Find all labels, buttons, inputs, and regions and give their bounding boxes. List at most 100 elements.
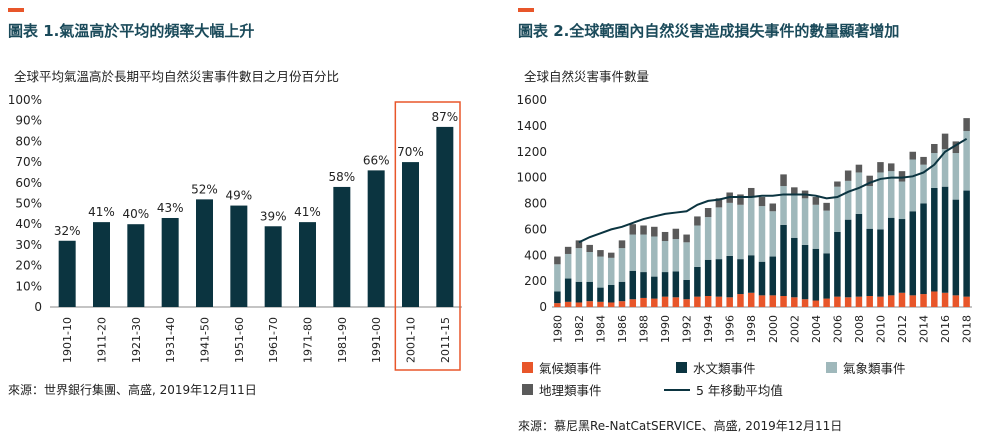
right-bar-segment-meteorological (704, 217, 712, 260)
left-x-tick-label: 2011-15 (439, 317, 452, 363)
right-bar-segment-hydrological (801, 244, 809, 300)
legend-swatch-hydrological (676, 362, 687, 373)
left-highlight-box (394, 101, 461, 371)
legend-item-climatological: 氣候類事件 (522, 358, 602, 377)
left-y-tick-label: 30% (15, 238, 42, 252)
left-bar-data-label: 40% (122, 207, 149, 221)
right-bar-segment-climatological (575, 302, 583, 307)
left-bar (93, 222, 110, 307)
left-x-tick-label: 1961-70 (267, 317, 280, 363)
right-bar-segment-hydrological (769, 256, 777, 296)
right-bar-segment-climatological (618, 301, 626, 307)
right-x-tick-label: 2000 (767, 315, 780, 343)
right-bar-segment-geophysical (575, 240, 583, 249)
right-x-tick-label: 1984 (594, 315, 607, 343)
right-y-tick-label: 1400 (516, 119, 547, 133)
right-bar-segment-meteorological (834, 186, 841, 232)
left-chart-subtitle: 全球平均氣溫高於長期平均自然災害事件數目之月份百分比 (14, 69, 340, 84)
left-source-note: 來源：世界銀行集團、高盛, 2019年12月11日 (8, 383, 257, 397)
right-bar-segment-hydrological (780, 224, 787, 297)
right-bar-segment-hydrological (575, 281, 583, 303)
right-bar-segment-geophysical (683, 234, 690, 243)
right-bar-segment-hydrological (823, 253, 830, 299)
right-x-tick-label: 1994 (702, 315, 715, 343)
right-bar-segment-meteorological (747, 197, 755, 256)
left-bar-data-label: 41% (88, 205, 115, 219)
left-y-tick-label: 70% (15, 155, 42, 169)
left-bar (402, 162, 419, 307)
right-bar-segment-meteorological (952, 153, 960, 200)
right-bar-segment-geophysical (554, 256, 561, 265)
right-bar-segment-hydrological (812, 248, 820, 301)
right-bar-segment-climatological (554, 303, 561, 307)
left-y-tick-label: 90% (15, 114, 42, 128)
right-bar-segment-climatological (823, 298, 830, 307)
right-bar-segment-geophysical (941, 133, 949, 150)
left-x-tick-label: 2001-10 (405, 317, 418, 363)
left-x-tick-label: 1931-40 (164, 317, 177, 363)
legend-swatch-meteorological (826, 362, 837, 373)
right-bar-segment-geophysical (715, 198, 723, 208)
right-bar-segment-geophysical (855, 164, 863, 173)
right-bar-segment-hydrological (877, 229, 884, 297)
legend-item-hydrological: 水文類事件 (676, 358, 756, 377)
left-bar-data-label: 43% (157, 201, 184, 215)
left-bar-data-label: 39% (260, 209, 287, 223)
right-bar-segment-meteorological (855, 172, 863, 214)
left-bar-data-label: 66% (363, 153, 390, 167)
right-bar-segment-geophysical (586, 244, 593, 253)
right-bar-segment-meteorological (909, 159, 917, 212)
left-x-tick-label: 1981-90 (336, 317, 349, 363)
right-x-tick-label: 2004 (810, 315, 823, 343)
right-bar-segment-meteorological (586, 252, 593, 282)
right-bar-segment-meteorological (554, 264, 561, 292)
right-bar-segment-geophysical (952, 141, 960, 154)
right-x-tick-label: 1996 (724, 315, 737, 343)
right-bar-segment-meteorological (607, 257, 615, 286)
right-bar-segment-hydrological (715, 259, 723, 297)
right-bar-segment-meteorological (801, 198, 809, 245)
right-x-tick-label: 1998 (745, 315, 758, 343)
right-bar-segment-geophysical (651, 226, 658, 237)
right-bar-segment-hydrological (941, 186, 949, 293)
right-bar-segment-meteorological (564, 253, 572, 279)
left-x-tick-label: 1991-00 (370, 317, 383, 363)
right-bar-segment-hydrological (866, 228, 873, 297)
legend-label-meteorological: 氣象類事件 (843, 361, 906, 376)
right-bar-segment-hydrological (952, 199, 960, 296)
right-y-tick-label: 1000 (516, 171, 547, 185)
right-bar-segment-climatological (586, 301, 593, 307)
left-bar (127, 224, 145, 307)
right-bar-segment-climatological (855, 296, 863, 307)
right-bar-segment-geophysical (931, 143, 938, 154)
right-bar-segment-meteorological (887, 171, 895, 218)
right-bar-segment-climatological (812, 300, 820, 307)
right-bar-segment-hydrological (597, 287, 604, 302)
right-bar-segment-hydrological (651, 276, 658, 299)
right-bar-segment-meteorological (683, 242, 690, 280)
right-bar-segment-climatological (834, 296, 841, 307)
left-x-tick-label: 1901-10 (61, 317, 74, 363)
right-x-tick-label: 1988 (638, 315, 651, 343)
right-bar-segment-hydrological (683, 279, 690, 300)
right-x-tick-label: 2012 (896, 315, 909, 343)
right-bar-segment-meteorological (844, 180, 852, 220)
right-bar-segment-meteorological (618, 248, 626, 282)
right-bar-segment-hydrological (887, 217, 895, 296)
right-bar-segment-geophysical (834, 181, 841, 187)
left-bar-data-label: 87% (431, 110, 458, 124)
right-bar-segment-hydrological (607, 285, 615, 303)
right-bar-segment-geophysical (812, 197, 820, 205)
left-y-tick-label: 0 (34, 300, 42, 314)
right-bar-segment-meteorological (575, 248, 583, 282)
right-bar-segment-climatological (694, 296, 701, 307)
right-x-tick-label: 1992 (681, 315, 694, 343)
right-bar-segment-geophysical (661, 231, 669, 242)
right-bar-segment-climatological (758, 295, 766, 307)
right-bar-segment-climatological (801, 299, 809, 307)
right-bar-segment-hydrological (554, 291, 561, 304)
right-bar-segment-climatological (597, 301, 604, 307)
right-bar-segment-meteorological (661, 241, 669, 273)
right-bar-segment-meteorological (780, 186, 787, 225)
